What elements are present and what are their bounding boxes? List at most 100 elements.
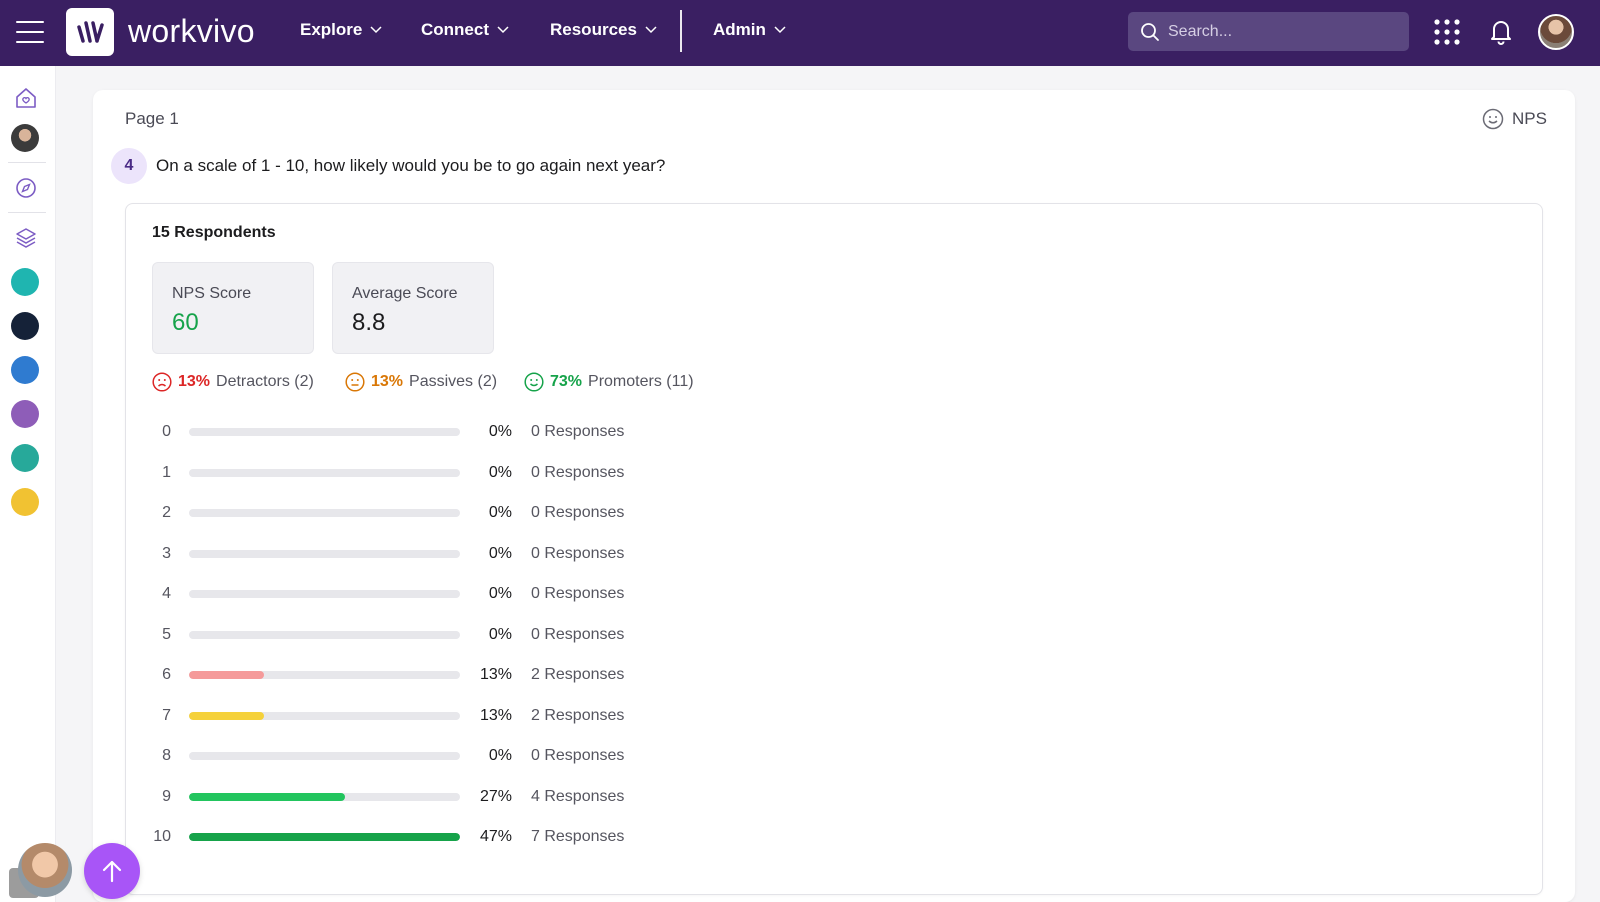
bar-track: [189, 833, 460, 841]
happy-face-icon: [524, 372, 544, 392]
average-score-card: Average Score 8.8: [332, 262, 494, 354]
bar-track: [189, 630, 460, 639]
workvivo-logo-icon[interactable]: [66, 8, 114, 56]
bar-track: [189, 509, 460, 517]
score-label: 5: [162, 625, 171, 643]
apps-grid-icon[interactable]: [1434, 19, 1460, 45]
chevron-down-icon: [645, 26, 657, 34]
bar-track: [189, 590, 460, 598]
notification-bell-icon[interactable]: [1486, 16, 1516, 46]
home-icon[interactable]: [12, 84, 40, 112]
bar-track: [189, 468, 460, 477]
nav-resources-label: Resources: [550, 20, 637, 39]
nav-admin-label: Admin: [713, 20, 766, 39]
bar-percent-label: 0%: [488, 625, 512, 643]
question-text: On a scale of 1 - 10, how likely would y…: [156, 156, 666, 175]
score-label: 10: [153, 828, 171, 845]
nav-explore-label: Explore: [300, 20, 363, 39]
nps-score-value: 60: [172, 309, 199, 336]
space-microphone-icon[interactable]: [11, 356, 39, 384]
nav-admin[interactable]: Admin: [713, 20, 786, 40]
score-label: 3: [162, 544, 171, 562]
bar-track: [189, 671, 460, 679]
bar-track: [189, 711, 460, 720]
legend-passives: 13% Passives (2): [345, 372, 497, 392]
bar-track: [189, 549, 460, 558]
nav-explore[interactable]: Explore: [300, 20, 382, 40]
space-dark-icon[interactable]: [11, 312, 39, 340]
legend-promoters: 73% Promoters (11): [524, 372, 694, 392]
sidebar-divider: [8, 212, 46, 213]
bar-percent-label: 13%: [479, 666, 512, 683]
bar-fill: [189, 833, 460, 841]
bar-fill: [189, 671, 264, 679]
nav-resources[interactable]: Resources: [550, 20, 657, 40]
average-score-value: 8.8: [352, 309, 386, 336]
compass-icon[interactable]: [12, 174, 40, 202]
arrow-up-icon: [102, 860, 122, 883]
space-atom-icon[interactable]: [11, 268, 39, 296]
bar-response-count: 0 Responses: [531, 585, 625, 602]
bar-response-count: 0 Responses: [531, 625, 625, 643]
question-number-badge: 4: [111, 148, 147, 184]
chat-avatar[interactable]: [18, 843, 72, 897]
nps-score-card: NPS Score 60: [152, 262, 314, 354]
bar-fill: [189, 792, 345, 801]
score-label: 2: [162, 504, 171, 521]
neutral-face-icon: [345, 372, 365, 392]
average-score-label: Average Score: [352, 285, 458, 302]
sidebar-divider: [8, 162, 46, 163]
space-teal-icon[interactable]: [11, 444, 39, 472]
score-label: 8: [162, 747, 171, 764]
smiley-icon: [1482, 108, 1504, 130]
bar-percent-label: 0%: [488, 585, 512, 602]
user-avatar[interactable]: [1538, 14, 1574, 50]
search-input[interactable]: [1168, 22, 1398, 41]
chevron-down-icon: [370, 26, 382, 34]
layers-icon[interactable]: [12, 224, 40, 252]
bar-response-count: 0 Responses: [531, 747, 625, 764]
chevron-down-icon: [774, 26, 786, 34]
nav-divider: [680, 10, 682, 52]
detractors-label: Detractors (2): [216, 373, 314, 390]
bar-percent-label: 0%: [488, 544, 512, 562]
bar-percent-label: 0%: [488, 747, 512, 764]
score-label: 6: [162, 666, 171, 683]
bar-percent-label: 0%: [488, 423, 512, 440]
left-sidebar: [0, 66, 56, 902]
top-navigation-bar: workvivo Explore Connect Resources Admin: [0, 0, 1600, 66]
bar-percent-label: 13%: [479, 706, 512, 724]
score-label: 0: [162, 423, 171, 440]
hamburger-menu-icon[interactable]: [16, 21, 44, 43]
bar-response-count: 4 Responses: [531, 787, 625, 805]
legend-detractors: 13% Detractors (2): [152, 372, 314, 392]
search-box[interactable]: [1128, 12, 1409, 51]
space-yellow-icon[interactable]: [11, 488, 39, 516]
chevron-down-icon: [497, 26, 509, 34]
bar-percent-label: 0%: [488, 504, 512, 521]
bar-response-count: 2 Responses: [531, 706, 625, 724]
question-type-tag: NPS: [1482, 108, 1547, 130]
respondents-count: 15 Respondents: [152, 224, 276, 241]
score-label: 7: [162, 706, 171, 724]
bar-percent-label: 0%: [488, 463, 512, 481]
scroll-to-top-button[interactable]: [84, 843, 140, 899]
bar-track: [189, 752, 460, 760]
bar-response-count: 7 Responses: [531, 828, 625, 845]
profile-avatar[interactable]: [11, 124, 39, 152]
bar-track: [189, 792, 460, 801]
bar-response-count: 0 Responses: [531, 544, 625, 562]
bar-percent-label: 27%: [479, 787, 512, 805]
bar-track: [189, 428, 460, 436]
nav-connect[interactable]: Connect: [421, 20, 509, 40]
bar-response-count: 0 Responses: [531, 463, 625, 481]
brand-name[interactable]: workvivo: [128, 13, 255, 49]
space-purple-icon[interactable]: [11, 400, 39, 428]
score-label: 9: [162, 787, 171, 805]
page-label: Page 1: [125, 109, 179, 128]
promoters-percent: 73%: [550, 373, 583, 390]
passives-label: Passives (2): [409, 373, 498, 390]
score-label: 4: [162, 585, 171, 602]
score-label: 1: [162, 463, 171, 481]
detractors-percent: 13%: [178, 373, 211, 390]
